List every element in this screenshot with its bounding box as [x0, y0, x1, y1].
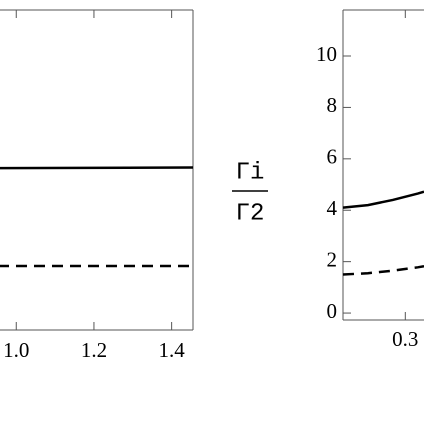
- x-tick-label: 1.0: [3, 338, 29, 362]
- x-tick-label: 1.4: [159, 338, 186, 362]
- y-tick-label: 0: [327, 299, 338, 323]
- line-series: [342, 190, 424, 209]
- y-label-numerator: Γi: [236, 159, 265, 186]
- y-label-denominator: Γ2: [236, 200, 265, 227]
- y-tick-label: 4: [327, 196, 338, 220]
- x-tick-label: 1.2: [81, 338, 107, 362]
- y-tick-label: 6: [327, 145, 338, 169]
- x-tick-label: 0.3: [392, 327, 418, 351]
- line-series: [342, 265, 424, 276]
- y-tick-label: 8: [327, 93, 338, 117]
- y-tick-label: 2: [327, 247, 338, 271]
- line-series: [0, 166, 194, 170]
- y-tick-label: 10: [316, 42, 337, 66]
